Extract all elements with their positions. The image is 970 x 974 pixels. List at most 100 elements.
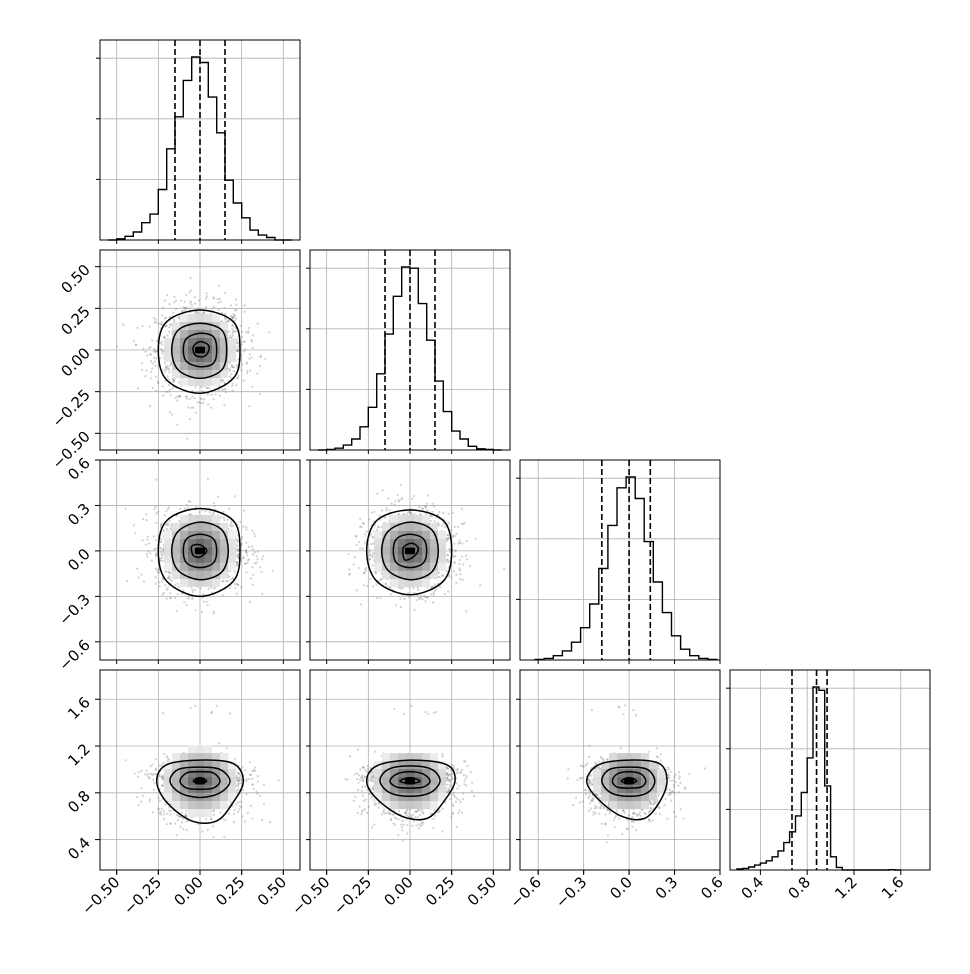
density-cell (164, 555, 172, 563)
density-cell (438, 563, 446, 571)
scatter-point (379, 515, 381, 517)
scatter-point (453, 543, 455, 545)
scatter-point (390, 503, 392, 505)
density-cell (430, 547, 438, 555)
scatter-point (245, 549, 247, 551)
scatter-point (253, 533, 255, 535)
hist-panel-bg (520, 460, 720, 660)
scatter-point (179, 826, 181, 828)
scatter-point (201, 611, 203, 613)
scatter-point (423, 595, 425, 597)
scatter-point (199, 401, 201, 403)
scatter-point (231, 373, 233, 375)
scatter-point (138, 804, 140, 806)
scatter-point (179, 508, 181, 510)
scatter-point (465, 555, 467, 557)
scatter-point (252, 554, 254, 556)
scatter-point (385, 583, 387, 585)
density-cell (374, 547, 382, 555)
scatter-point (368, 518, 370, 520)
scatter-point (198, 511, 200, 513)
scatter-point (240, 354, 242, 356)
density-cell (212, 378, 220, 386)
scatter-point (175, 300, 177, 302)
scatter-point (155, 479, 157, 481)
scatter-point (197, 401, 199, 403)
scatter-point (421, 508, 423, 510)
scatter-point (213, 505, 215, 507)
scatter-point (153, 317, 155, 319)
scatter-point (236, 304, 238, 306)
scatter-point (261, 593, 263, 595)
scatter-point (175, 308, 177, 310)
density-cell (180, 579, 188, 587)
density-cell (228, 547, 236, 555)
scatter-point (372, 536, 374, 538)
scatter-point (145, 369, 147, 371)
scatter-point (210, 407, 212, 409)
density-cell (228, 531, 236, 539)
density-peak (405, 548, 415, 554)
scatter-point (186, 604, 188, 606)
scatter-point (230, 578, 232, 580)
scatter-point (412, 587, 414, 589)
scatter-point (141, 369, 143, 371)
scatter-point (167, 587, 169, 589)
scatter-point (413, 495, 415, 497)
scatter-point (158, 568, 160, 570)
scatter-point (167, 391, 169, 393)
scatter-point (168, 506, 170, 508)
density-cell (196, 378, 204, 386)
scatter-point (454, 526, 456, 528)
scatter-point (453, 555, 455, 557)
scatter-point (259, 365, 261, 367)
density-cell (390, 579, 398, 587)
scatter-point (153, 508, 155, 510)
scatter-point (252, 584, 254, 586)
scatter-point (154, 361, 156, 363)
scatter-point (444, 593, 446, 595)
scatter-point (179, 395, 181, 397)
scatter-point (229, 712, 231, 714)
scatter-point (237, 350, 239, 352)
scatter-point (184, 301, 186, 303)
scatter-point (236, 561, 238, 563)
scatter-point (431, 515, 433, 517)
scatter-point (247, 562, 249, 564)
density-cell (374, 531, 382, 539)
density-cell (374, 563, 382, 571)
scatter-point (168, 384, 170, 386)
scatter-point (169, 411, 171, 413)
scatter-point (190, 289, 192, 291)
density-cell (382, 571, 390, 579)
scatter-point (353, 563, 355, 565)
density-cell (228, 539, 236, 547)
scatter-point (164, 514, 166, 516)
scatter-point (217, 309, 219, 311)
scatter-point (436, 588, 438, 590)
density-cell (406, 571, 414, 579)
scatter-point (222, 379, 224, 381)
scatter-point (241, 331, 243, 333)
scatter-point (210, 394, 212, 396)
scatter-point (207, 403, 209, 405)
scatter-point (432, 602, 434, 604)
scatter-point (185, 294, 187, 296)
scatter-point (384, 517, 386, 519)
scatter-point (354, 556, 356, 558)
scatter-point (356, 544, 358, 546)
scatter-point (136, 327, 138, 329)
scatter-point (257, 781, 259, 783)
scatter-point (372, 585, 374, 587)
scatter-point (169, 813, 171, 815)
scatter-point (431, 511, 433, 513)
scatter-point (455, 582, 457, 584)
scatter-point (462, 563, 464, 565)
scatter-point (425, 507, 427, 509)
scatter-point (257, 551, 259, 553)
density-cell (398, 547, 406, 555)
scatter-point (479, 584, 481, 586)
density-cell (164, 531, 172, 539)
scatter-point (146, 556, 148, 558)
